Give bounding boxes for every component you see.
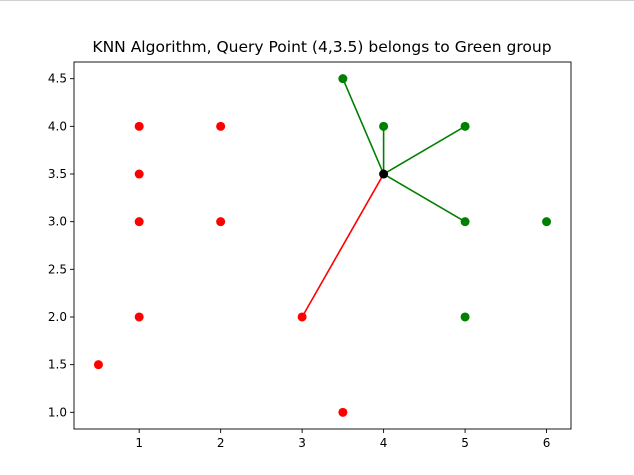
query-point xyxy=(379,169,389,179)
y-tick-label: 2.0 xyxy=(48,310,67,324)
point-series2-2 xyxy=(379,121,389,131)
y-tick-label: 2.5 xyxy=(48,262,67,276)
neighbor-line-5 xyxy=(301,173,385,318)
point-series1-4 xyxy=(134,169,144,179)
data-points xyxy=(93,74,552,417)
neighbor-line-4 xyxy=(383,173,466,223)
y-tick-label: 1.0 xyxy=(48,405,67,419)
neighbor-line-1 xyxy=(342,78,385,175)
y-tick-label: 3.0 xyxy=(48,215,67,229)
x-tick-label: 4 xyxy=(380,436,388,450)
point-series1-1 xyxy=(93,360,103,370)
neighbor-lines xyxy=(301,78,466,318)
y-tick-label: 4.5 xyxy=(48,72,67,86)
x-tick-label: 6 xyxy=(543,436,551,450)
plot-frame xyxy=(73,61,572,430)
x-tick-label: 2 xyxy=(217,436,225,450)
window-top-border xyxy=(0,0,634,1)
x-tick-label: 3 xyxy=(298,436,306,450)
point-series2-5 xyxy=(460,312,470,322)
y-tick-label: 3.5 xyxy=(48,167,67,181)
x-tick-label: 1 xyxy=(135,436,143,450)
point-series1-6 xyxy=(216,217,226,227)
point-series2-1 xyxy=(338,74,348,84)
point-series2-3 xyxy=(460,121,470,131)
point-series1-3 xyxy=(134,217,144,227)
point-series2-4 xyxy=(460,217,470,227)
point-series1-5 xyxy=(134,121,144,131)
y-tick-label: 4.0 xyxy=(48,119,67,133)
x-tick-label: 5 xyxy=(461,436,469,450)
point-series1-8 xyxy=(297,312,307,322)
chart-title: KNN Algorithm, Query Point (4,3.5) belon… xyxy=(92,38,551,56)
point-series1-7 xyxy=(216,121,226,131)
point-series1-2 xyxy=(134,312,144,322)
y-tick-label: 1.5 xyxy=(48,358,67,372)
neighbor-line-3 xyxy=(383,125,466,175)
point-series1-9 xyxy=(338,407,348,417)
point-series2-6 xyxy=(542,217,552,227)
axes: 1 2 3 4 5 6 1.0 1.5 2.0 2.5 3.0 3.5 4.0 4.5 xyxy=(48,61,572,450)
